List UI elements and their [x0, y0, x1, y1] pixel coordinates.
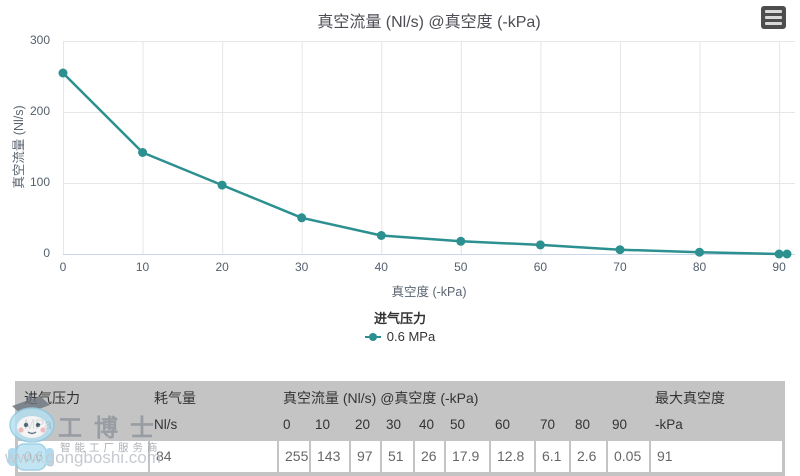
- table-data-cell: 0.05: [606, 441, 649, 472]
- table-data-cell: 0.6: [18, 441, 148, 472]
- legend: 0.6 MPa: [0, 329, 800, 344]
- x-tick-label: 30: [295, 260, 309, 274]
- x-tick-label: 20: [215, 260, 229, 274]
- table-unit-cell: MPa: [24, 417, 52, 432]
- table-unit-cell: Nl/s: [154, 417, 178, 432]
- table-data-cell: 17.9: [444, 441, 489, 472]
- spec-table: 进气压力 耗气量 真空流量 (Nl/s) @真空度 (-kPa) 最大真空度 MPa Nl…: [15, 381, 785, 476]
- table-data-cell: 84: [148, 441, 277, 472]
- plot-area: [58, 41, 795, 259]
- table-unit-cell: 40: [419, 417, 435, 432]
- legend-title: 进气压力: [373, 311, 426, 326]
- data-point[interactable]: [376, 231, 386, 240]
- y-tick-label: 300: [29, 33, 50, 47]
- table-group-header-cell: 耗气量: [154, 390, 196, 406]
- data-point[interactable]: [456, 236, 466, 246]
- x-tick-label: 50: [454, 260, 468, 274]
- x-tick-label: 90: [772, 260, 786, 274]
- x-tick-label: 40: [374, 260, 388, 274]
- data-point[interactable]: [782, 249, 792, 259]
- table-unit-cell: -kPa: [655, 417, 683, 432]
- table-unit-cell: 80: [575, 417, 591, 432]
- x-tick-label: 0: [59, 260, 67, 274]
- data-point[interactable]: [615, 245, 625, 255]
- table-unit-cell: 20: [355, 417, 371, 432]
- table-unit-cell: 0: [283, 417, 291, 432]
- y-axis-title: 真空流量 (Nl/s): [12, 105, 26, 189]
- table-data-cell: 51: [380, 441, 413, 472]
- x-tick-label: 80: [692, 260, 707, 274]
- table-unit-cell: 50: [450, 417, 466, 432]
- series-line: [62, 72, 787, 256]
- y-tick-label: 100: [29, 175, 50, 189]
- table-unit-cell: 90: [612, 417, 628, 432]
- table-unit-cell: 10: [315, 417, 331, 432]
- chart-context-menu-button[interactable]: [761, 6, 786, 29]
- y-tick-label: 200: [29, 104, 50, 118]
- data-point[interactable]: [58, 68, 68, 78]
- data-point[interactable]: [297, 213, 307, 223]
- legend-marker-icon: [364, 332, 381, 341]
- x-tick-label: 10: [135, 260, 150, 274]
- x-tick-label: 60: [533, 260, 548, 274]
- x-axis-title: 真空度 (-kPa): [391, 285, 467, 299]
- data-point[interactable]: [774, 249, 784, 259]
- table-unit-cell: 70: [540, 417, 556, 432]
- table-data-cell: 91: [649, 441, 782, 472]
- table-group-header-cell: 最大真空度: [655, 390, 725, 406]
- table-data-cell: 6.1: [534, 441, 569, 472]
- table-data-cell: 97: [349, 441, 380, 472]
- legend-item-label: 0.6 MPa: [386, 329, 436, 344]
- data-point[interactable]: [138, 148, 148, 157]
- table-data-cell: 26: [413, 441, 444, 472]
- table-data-cell: 12.8: [489, 441, 534, 472]
- data-point[interactable]: [695, 247, 704, 257]
- x-tick-label: 70: [613, 260, 627, 274]
- table-data-cell: 143: [309, 441, 349, 472]
- table-unit-cell: 30: [386, 417, 402, 432]
- chart-title: 真空流量 (Nl/s) @真空度 (-kPa): [317, 14, 541, 31]
- legend-item[interactable]: 0.6 MPa: [364, 329, 436, 344]
- table-data-cell: 255: [277, 441, 309, 472]
- table-group-header-cell: 进气压力: [24, 390, 80, 406]
- table-data-cell: 2.6: [569, 441, 606, 472]
- table-group-header-cell: 真空流量 (Nl/s) @真空度 (-kPa): [283, 390, 479, 406]
- y-tick-label: 0: [43, 246, 50, 260]
- data-point[interactable]: [535, 240, 545, 250]
- data-point[interactable]: [217, 180, 227, 190]
- table-unit-cell: 60: [495, 417, 511, 432]
